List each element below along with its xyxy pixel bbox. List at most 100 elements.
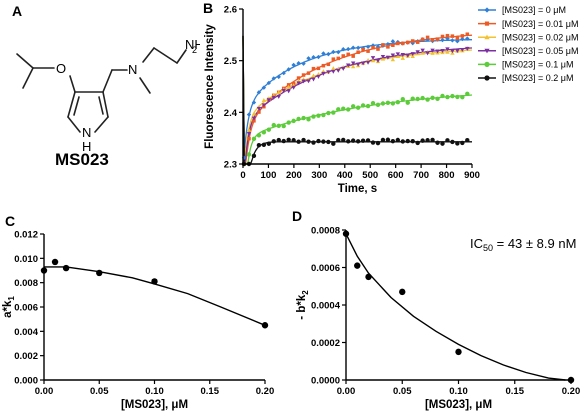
- data-point: [286, 120, 291, 125]
- data-point: [405, 40, 410, 45]
- data-point: [336, 107, 341, 112]
- ic50-annotation: IC50 = 43 ± 8.9 nM: [470, 236, 576, 253]
- y-tick-label: 0.0002: [311, 338, 340, 349]
- data-point: [256, 143, 262, 148]
- data-point: [455, 36, 460, 40]
- compound-name: MS023: [55, 150, 109, 169]
- y-tick-label: 0.004: [14, 327, 38, 338]
- data-point: [430, 48, 435, 53]
- fit-curve: [44, 266, 266, 326]
- data-point: [296, 81, 301, 86]
- data-point: [281, 88, 286, 93]
- data-point: [261, 98, 267, 103]
- data-point: [326, 70, 331, 75]
- data-point: [465, 91, 470, 96]
- y-tick-label: 0.0004: [311, 301, 341, 312]
- data-point: [425, 51, 430, 56]
- data-point: [346, 63, 351, 68]
- data-point: [251, 111, 257, 116]
- y-tick-label: 2.6: [224, 5, 237, 16]
- data-point: [301, 73, 306, 77]
- data-point: [271, 139, 276, 144]
- data-points: [241, 32, 470, 167]
- data-point: [390, 39, 396, 44]
- data-point: [291, 62, 296, 68]
- data-point: [251, 136, 257, 142]
- data-point: [410, 52, 415, 57]
- data-point: [395, 52, 401, 57]
- data-point: [246, 112, 252, 117]
- data-point: [385, 100, 391, 105]
- structure-bonds: [16, 47, 187, 133]
- data-point: [405, 100, 410, 105]
- data-point: [440, 34, 445, 39]
- data-point: [375, 140, 381, 146]
- legend-label: [MS023] = 0.05 μM: [502, 46, 578, 56]
- data-point: [251, 116, 257, 121]
- data-point: [460, 47, 465, 52]
- data-point: [256, 133, 262, 138]
- x-tick-label: 0.05: [90, 386, 109, 397]
- data-point: [341, 54, 346, 58]
- legend-label: [MS023] = 0.1 μM: [502, 60, 573, 70]
- x-axis-label: Time, s: [338, 183, 377, 195]
- data-point: [360, 138, 366, 143]
- data-point: [410, 96, 415, 101]
- data-point: [435, 96, 440, 102]
- panel-letter-a: A: [12, 3, 23, 19]
- data-point: [350, 61, 356, 66]
- data-point: [331, 66, 336, 71]
- data-point: [331, 110, 336, 115]
- data-point: [276, 137, 281, 143]
- chemical-structure: O N NH 2 N H: [16, 37, 200, 154]
- atom-amine: NH: [185, 37, 200, 52]
- data-points: [342, 230, 575, 384]
- x-tick-label: 0.00: [35, 386, 54, 397]
- legend: [MS023] = 0 μM [MS023] = 0.01 μM [MS023] =…: [478, 5, 578, 83]
- x-tick-label: 600: [388, 170, 404, 181]
- data-point: [365, 44, 371, 49]
- axes: 0.00 0.05 0.10 0.15 0.20 0.0000 0.0002 0.0004 0.…: [296, 226, 580, 412]
- data-point: [341, 47, 346, 52]
- data-point: [370, 100, 376, 106]
- data-point: [381, 43, 385, 47]
- data-point: [386, 45, 390, 49]
- data-point: [390, 138, 396, 144]
- data-point: [331, 69, 336, 74]
- data-point: [306, 117, 311, 122]
- data-point: [351, 54, 355, 58]
- data-point: [355, 105, 361, 110]
- data-point: [450, 93, 455, 99]
- data-point: [425, 35, 430, 40]
- data-point: [301, 61, 306, 66]
- data-point: [400, 55, 405, 60]
- data-point: [306, 56, 311, 61]
- data-point: [445, 94, 450, 100]
- data-point: [296, 139, 301, 144]
- data-point: [296, 61, 301, 66]
- data-point: [341, 137, 346, 143]
- x-tick-label: 100: [261, 170, 277, 181]
- data-point: [311, 66, 316, 71]
- data-point: [376, 47, 380, 51]
- data-point: [365, 103, 371, 109]
- data-point: [390, 53, 396, 58]
- fit-line: [345, 233, 566, 381]
- data-point: [430, 137, 435, 143]
- legend-marker: [484, 7, 490, 13]
- data-point: [346, 52, 350, 57]
- data-point: [370, 58, 376, 63]
- data-point: [455, 94, 460, 100]
- data-point: [256, 90, 262, 95]
- data-point: [246, 127, 252, 132]
- data-point: [420, 138, 425, 143]
- data-point: [361, 47, 365, 52]
- data-point: [271, 122, 276, 128]
- legend-marker: [484, 75, 490, 81]
- atom-amine-subscript: 2: [192, 45, 197, 55]
- data-point: [455, 348, 462, 356]
- data-point: [385, 55, 391, 60]
- data-point: [276, 94, 281, 99]
- data-point: [405, 53, 410, 58]
- data-point: [256, 106, 262, 111]
